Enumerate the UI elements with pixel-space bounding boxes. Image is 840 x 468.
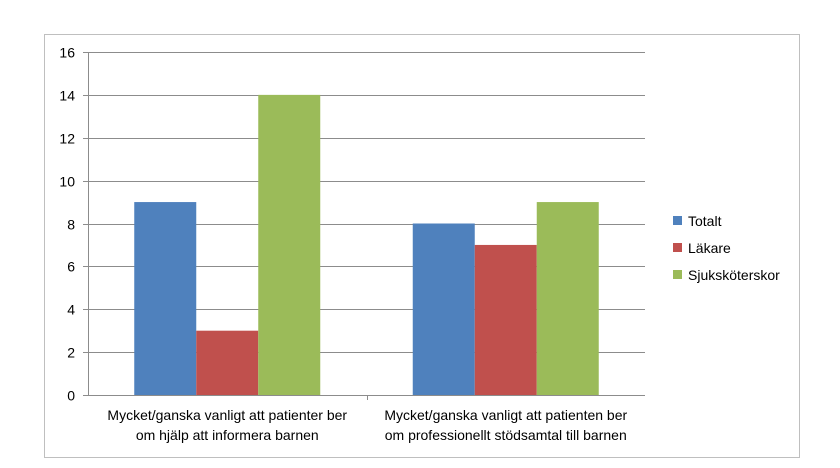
bars	[134, 94, 599, 395]
y-tick-label: 6	[67, 259, 75, 275]
bar-läkare-2	[474, 244, 537, 395]
legend-label: Totalt	[688, 212, 722, 229]
y-tick-label: 4	[67, 302, 75, 318]
legend: Totalt Läkare Sjuksköterskor	[673, 207, 780, 288]
category-label-line: Mycket/ganska vanligt att patienten ber	[384, 407, 627, 423]
category-label: Mycket/ganska vanligt att patienter ber o…	[107, 407, 347, 443]
legend-item: Sjuksköterskor	[673, 261, 780, 288]
bar-läkare-1	[196, 330, 259, 395]
category-label: Mycket/ganska vanligt att patienten ber o…	[384, 407, 627, 443]
legend-item: Totalt	[673, 207, 780, 234]
y-tick-label: 14	[59, 88, 75, 104]
legend-swatch	[673, 270, 682, 279]
bar-totalt-2	[412, 223, 475, 395]
category-label-line: Mycket/ganska vanligt att patienter ber	[107, 407, 347, 423]
y-tick-labels: 0 2 4 6 8 10 12 14 16	[59, 45, 75, 404]
legend-swatch	[673, 216, 682, 225]
bar-sjuksköterskor-2	[536, 202, 599, 395]
legend-item: Läkare	[673, 234, 780, 261]
y-tick-label: 16	[59, 45, 75, 61]
y-tick-label: 2	[67, 345, 75, 361]
y-tick-label: 8	[67, 217, 75, 233]
chart-frame: 0 2 4 6 8 10 12 14 16 Mycket/ganska vanligt att …	[44, 34, 800, 458]
axes	[83, 52, 645, 400]
legend-label: Läkare	[688, 239, 731, 256]
category-label-line: om hjälp att informera barnen	[136, 427, 319, 443]
category-label-line: om professionellt stödsamtal till barnen	[385, 427, 627, 443]
y-tick-label: 12	[59, 131, 75, 147]
bar-totalt-1	[134, 202, 197, 395]
category-labels: Mycket/ganska vanligt att patienter ber o…	[107, 407, 627, 443]
legend-label: Sjuksköterskor	[688, 266, 780, 283]
y-tick-label: 10	[59, 174, 75, 190]
bar-chart: 0 2 4 6 8 10 12 14 16 Mycket/ganska vanligt att …	[59, 45, 645, 443]
y-tick-label: 0	[67, 388, 75, 404]
bar-sjuksköterskor-1	[258, 94, 321, 395]
legend-swatch	[673, 243, 682, 252]
